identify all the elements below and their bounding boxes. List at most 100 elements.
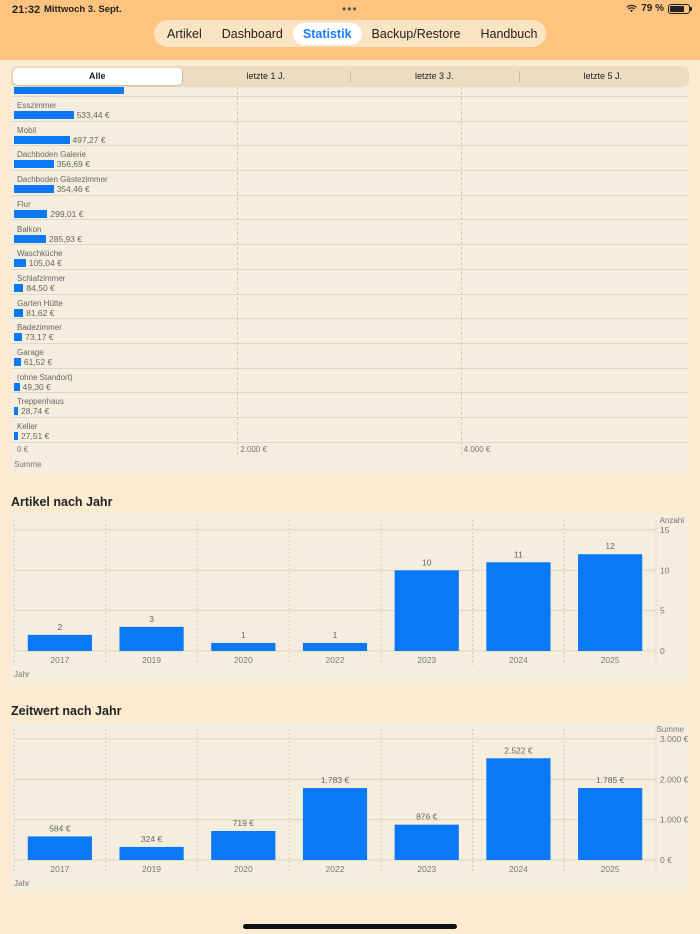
- x-tick-label: 2025: [601, 655, 620, 665]
- bar-value-label: 1.785 €: [596, 775, 625, 785]
- location-value: 27,51 €: [21, 431, 50, 442]
- main-nav: Artikel Dashboard Statistik Backup/Restore H…: [154, 20, 546, 47]
- x-tick-label: 2020: [234, 655, 253, 665]
- bar-value-label: 1.783 €: [321, 775, 350, 785]
- value-by-year-chart[interactable]: 3.000 € 2.000 € 1.000 € 0 € Summe Jahr 584 € 20…: [11, 722, 689, 892]
- location-value: 28,74 €: [21, 406, 50, 417]
- bar: [119, 626, 184, 651]
- location-bar: [14, 283, 24, 292]
- location-bar: [14, 407, 18, 416]
- location-value: 61,52 €: [23, 357, 53, 367]
- bar-value-label: 324 €: [141, 834, 163, 844]
- period-option-2[interactable]: letzte 3 J.: [350, 68, 519, 85]
- location-label: Garage: [17, 348, 44, 357]
- location-label: Mobil: [17, 125, 37, 135]
- location-bar: [14, 234, 46, 243]
- x-tick-label: 2017: [50, 655, 69, 665]
- location-bar: [14, 432, 18, 441]
- location-label: Flur: [17, 199, 31, 209]
- y-tick-label: 1.000 €: [660, 815, 689, 825]
- locations-row: Garten Hütte 81,62 €: [11, 295, 689, 320]
- location-bar: [14, 209, 48, 218]
- locations-row: Schlafzimmer 84,50 €: [11, 270, 689, 295]
- locations-chart[interactable]: Esszimmer 533,44 € Mobil 497,27 € Dachboden …: [11, 87, 689, 472]
- locations-bar-partial: [14, 87, 124, 95]
- locations-row: Mobil 497,27 €: [11, 122, 689, 147]
- locations-row: Balkon 285,93 €: [11, 221, 689, 246]
- bar-value-label: 876 €: [416, 812, 438, 822]
- locations-grid-line: [237, 87, 239, 455]
- period-option-0[interactable]: Alle: [13, 68, 182, 85]
- location-value: 285,93 €: [48, 233, 83, 244]
- location-value: 84,50 €: [26, 282, 55, 293]
- period-option-3[interactable]: letzte 5 J.: [518, 68, 688, 85]
- x-tick-label: 2023: [417, 864, 436, 874]
- bar-value-label: 2.522 €: [504, 745, 533, 755]
- bar: [394, 570, 459, 651]
- location-label: (ohne Standort): [17, 372, 73, 382]
- locations-x-tick: 0 €: [17, 445, 29, 454]
- x-tick-label: 2025: [601, 864, 620, 874]
- multitasking-dots-icon[interactable]: •••: [342, 2, 358, 16]
- nav-tab-statistik[interactable]: Statistik: [292, 22, 362, 45]
- bar-value-label: 719 €: [233, 818, 255, 828]
- x-tick-label: 2023: [417, 655, 436, 665]
- location-label: Waschküche: [17, 249, 63, 259]
- location-bar: [14, 160, 54, 169]
- locations-x-axis-label: Summe: [14, 460, 42, 469]
- home-indicator[interactable]: [243, 924, 457, 929]
- y-tick-label: 10: [660, 565, 670, 575]
- bar: [486, 562, 551, 651]
- bar-value-label: 1: [333, 630, 338, 640]
- locations-row: Badezimmer 73,17 €: [11, 319, 689, 344]
- location-value: 354,46 €: [56, 184, 90, 195]
- bar-value-label: 12: [605, 541, 615, 551]
- y-tick-label: 5: [660, 606, 665, 616]
- locations-grid-line: [460, 87, 462, 455]
- bar: [27, 836, 92, 860]
- nav-tab-backup-restore[interactable]: Backup/Restore: [371, 26, 461, 41]
- x-tick-label: 2022: [326, 655, 345, 665]
- locations-x-tick: 4.000 €: [463, 445, 491, 454]
- x-axis-label: Jahr: [14, 670, 30, 679]
- articles-by-year-chart[interactable]: 15 10 5 0 Anzahl Jahr 2 2017 3 2019 1 2020 1 2022 10 20…: [11, 513, 689, 683]
- battery-percent: 79 %: [641, 3, 664, 14]
- bar: [27, 634, 92, 651]
- wifi-icon: [626, 4, 637, 13]
- y-tick-label: 3.000 €: [660, 734, 689, 744]
- bar-value-label: 11: [514, 549, 523, 559]
- locations-row: Flur 299,01 €: [11, 196, 689, 221]
- articles-by-year-title: Artikel nach Jahr: [11, 495, 113, 509]
- x-tick-label: 2020: [234, 864, 253, 874]
- location-bar: [14, 358, 21, 366]
- period-option-1[interactable]: letzte 1 J.: [181, 68, 351, 85]
- nav-tab-handbuch[interactable]: Handbuch: [480, 26, 538, 41]
- location-value: 49,30 €: [22, 381, 51, 392]
- y-tick-label: 15: [660, 525, 670, 535]
- locations-row: Treppenhaus 28,74 €: [11, 393, 689, 419]
- locations-row: Dachboden Galerie 356,69 €: [11, 146, 689, 172]
- nav-tab-dashboard[interactable]: Dashboard: [221, 26, 283, 41]
- y-axis-label: Anzahl: [660, 516, 685, 525]
- x-axis-label: Jahr: [14, 879, 30, 888]
- x-tick-label: 2017: [50, 864, 69, 874]
- location-value: 533,44 €: [76, 110, 110, 120]
- status-indicators: 79 %: [626, 3, 692, 14]
- bar: [119, 846, 184, 860]
- bar: [486, 758, 551, 860]
- bar: [394, 824, 459, 860]
- x-tick-label: 2019: [142, 864, 161, 874]
- x-tick-label: 2024: [509, 655, 528, 665]
- location-bar: [14, 111, 74, 119]
- location-bar: [14, 135, 70, 144]
- location-bar: [14, 259, 26, 268]
- location-value: 105,04 €: [28, 258, 62, 269]
- location-label: Dachboden Galerie: [17, 150, 86, 160]
- top-bar: 21:32 Mittwoch 3. Sept. ••• 79 % Artikel…: [0, 0, 700, 60]
- bar: [578, 788, 643, 860]
- locations-row-partial: [11, 87, 689, 97]
- nav-tab-artikel[interactable]: Artikel: [167, 26, 202, 41]
- location-value: 73,17 €: [25, 332, 54, 343]
- location-label: Keller: [17, 422, 38, 432]
- period-selector: Alle letzte 1 J. letzte 3 J. letzte 5 J.: [11, 66, 689, 87]
